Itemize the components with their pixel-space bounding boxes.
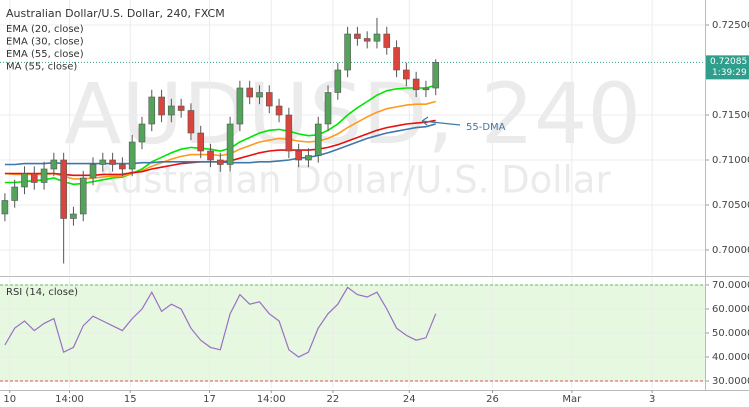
rsi-line — [4, 286, 437, 358]
candle-body — [226, 123, 234, 165]
candle-body — [344, 33, 351, 71]
x-tick-label: 10 — [3, 394, 16, 405]
candle-body — [207, 150, 214, 161]
candle-body — [383, 33, 391, 48]
candle-body — [393, 47, 400, 71]
candle-body — [363, 38, 371, 42]
candle-body — [158, 96, 165, 116]
candle-body — [79, 177, 87, 215]
x-tick-label: 17 — [203, 394, 216, 405]
candle-body — [99, 159, 107, 165]
indicator-line — [4, 84, 436, 186]
candle-body — [334, 69, 342, 93]
candle-body — [412, 78, 420, 91]
candle-body — [256, 92, 263, 98]
countdown: 1:39:29 — [712, 68, 747, 78]
candle-body — [128, 141, 136, 170]
candle-body — [50, 159, 58, 170]
candle-body — [109, 159, 116, 165]
candle-body — [148, 96, 156, 125]
x-tick-label: 14:00 — [55, 394, 84, 405]
candle-body — [246, 87, 253, 98]
candle-body — [324, 92, 332, 125]
legend-entry: EMA (30, close) — [6, 37, 84, 48]
price-label-box — [705, 55, 749, 80]
candle-body — [403, 69, 410, 80]
candle-body — [138, 123, 146, 143]
candle-body — [89, 164, 97, 179]
candle-body — [422, 87, 430, 91]
candle-body — [70, 213, 77, 219]
candle-body — [187, 110, 195, 134]
candle-body — [314, 123, 322, 156]
annotation-arrow — [421, 116, 461, 126]
candle-body — [40, 168, 48, 183]
x-tick-label: 15 — [124, 394, 137, 405]
candle-body — [119, 164, 126, 170]
candle-body — [11, 186, 18, 201]
candle-body — [432, 62, 440, 89]
candle-body — [305, 155, 312, 161]
legend-entry: MA (55, close) — [6, 62, 77, 73]
x-tick-label: 26 — [486, 394, 499, 405]
candle-body — [60, 159, 67, 219]
price-label: 0.72085 — [710, 57, 747, 67]
x-tick-label: 14:00 — [257, 394, 286, 405]
candle-body — [236, 87, 244, 125]
candle-body — [1, 200, 9, 215]
candle-body — [275, 105, 283, 116]
candle-body — [21, 173, 28, 188]
x-tick-label: 24 — [403, 394, 416, 405]
x-tick-label: 22 — [327, 394, 340, 405]
candle-body — [373, 33, 381, 42]
legend-entry: EMA (20, close) — [6, 24, 84, 35]
candle-body — [354, 33, 361, 39]
x-tick-label: 3 — [649, 394, 655, 405]
candle-body — [217, 159, 224, 165]
candle-body — [197, 132, 205, 152]
annotation: 55-DMA — [466, 122, 506, 133]
legend-entry: RSI (14, close) — [6, 287, 78, 298]
x-tick-label: Mar — [562, 394, 582, 405]
candle-body — [168, 105, 175, 116]
candle-body — [265, 92, 273, 107]
candle-body — [177, 105, 185, 111]
candle-body — [285, 114, 293, 152]
candle-body — [295, 150, 302, 161]
legend-entry: EMA (55, close) — [6, 49, 84, 60]
chart-title: Australian Dollar/U.S. Dollar, 240, FXCM — [6, 7, 225, 20]
candle-body — [30, 173, 38, 183]
watermark-subtitle: Australian Dollar/U.S. Dollar — [94, 159, 611, 202]
